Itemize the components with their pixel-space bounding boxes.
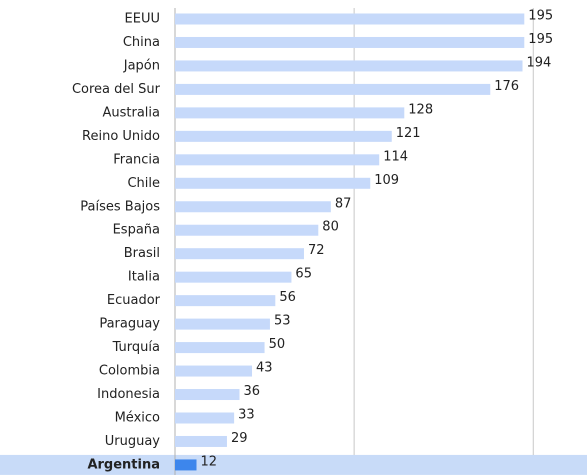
data-label: 72 xyxy=(308,243,325,258)
data-label: 12 xyxy=(200,454,217,469)
data-label: 109 xyxy=(374,173,399,188)
data-label: 43 xyxy=(256,361,273,376)
bar xyxy=(175,224,319,236)
data-label: 80 xyxy=(322,220,339,235)
bar xyxy=(175,389,240,401)
highlight-band xyxy=(0,454,587,475)
y-tick-label: Países Bajos xyxy=(80,199,160,214)
data-label: 195 xyxy=(528,9,553,24)
bar xyxy=(175,154,380,166)
y-tick-label: Reino Unido xyxy=(82,129,160,144)
y-tick-label: Chile xyxy=(127,176,160,191)
data-label: 87 xyxy=(335,196,352,211)
bar xyxy=(175,412,235,424)
y-tick-label: Francia xyxy=(113,152,160,167)
y-tick-label: Indonesia xyxy=(97,387,160,402)
bar xyxy=(175,36,525,48)
bar xyxy=(175,271,292,283)
bar xyxy=(175,13,525,25)
bar xyxy=(175,365,253,377)
bar xyxy=(175,83,491,95)
bar xyxy=(175,459,197,471)
data-label: 128 xyxy=(408,102,433,117)
bar xyxy=(175,201,331,213)
data-label: 29 xyxy=(231,431,248,446)
bar xyxy=(175,342,265,354)
y-tick-label: Italia xyxy=(128,270,160,285)
y-tick-label: Brasil xyxy=(124,246,160,261)
data-label: 56 xyxy=(279,290,296,305)
data-label: 50 xyxy=(269,337,286,352)
bar xyxy=(175,248,304,260)
bar xyxy=(175,107,405,119)
y-tick-label: Corea del Sur xyxy=(72,82,161,97)
y-tick-label: México xyxy=(115,410,160,425)
data-label: 194 xyxy=(527,55,552,70)
y-tick-label: EEUU xyxy=(125,12,160,27)
bar xyxy=(175,130,392,142)
data-label: 53 xyxy=(274,314,291,329)
y-tick-label: Uruguay xyxy=(105,434,161,449)
y-tick-label: Paraguay xyxy=(99,317,160,332)
bar xyxy=(175,60,523,72)
data-label: 114 xyxy=(383,149,408,164)
data-label: 176 xyxy=(494,79,519,94)
data-label: 195 xyxy=(528,32,553,47)
data-label: 36 xyxy=(243,384,260,399)
y-tick-label: Argentina xyxy=(87,457,160,472)
y-tick-label: Ecuador xyxy=(107,293,161,308)
bar xyxy=(175,295,276,307)
y-tick-label: España xyxy=(113,223,160,238)
y-tick-label: China xyxy=(123,35,160,50)
y-tick-label: Turquía xyxy=(112,340,160,355)
bar xyxy=(175,435,227,447)
data-label: 65 xyxy=(295,267,312,282)
y-tick-label: Colombia xyxy=(99,364,160,379)
bar xyxy=(175,177,371,189)
data-label: 33 xyxy=(238,407,255,422)
bar xyxy=(175,318,270,330)
data-label: 121 xyxy=(396,126,421,141)
y-tick-label: Australia xyxy=(102,105,160,120)
y-tick-label: Japón xyxy=(123,58,160,73)
